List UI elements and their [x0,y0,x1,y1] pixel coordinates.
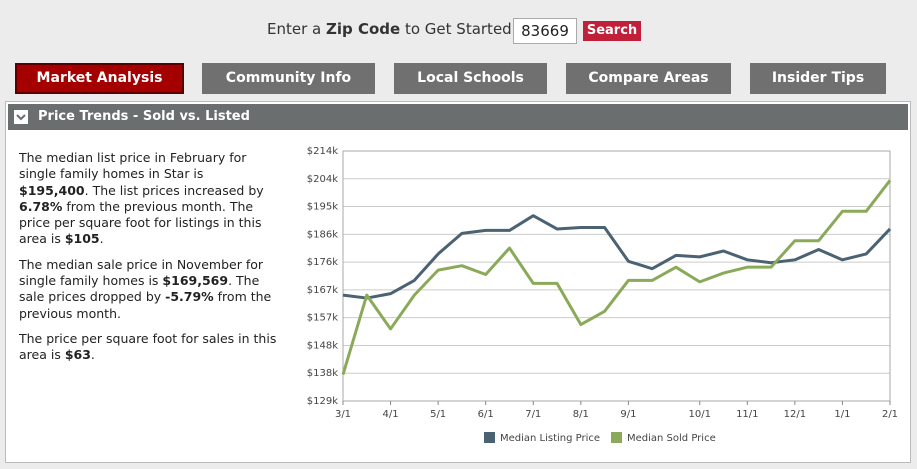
summary-text: $63 [64,347,91,363]
y-tick-label: $195k [307,202,338,213]
summary-text: $169,569 [162,273,229,289]
y-tick-label: $129k [307,396,338,407]
search-button[interactable]: Search [583,21,641,41]
summary-paragraph: The price per square foot for sales in t… [19,331,277,364]
summary-text: from the previous month. [19,289,272,321]
summary-text: 6.78% [19,198,63,214]
legend-label: Median Listing Price [500,433,600,444]
x-tick-label: 6/1 [478,409,494,420]
summary: The median list price in February for si… [19,150,277,373]
summary-text: . The sale prices dropped by [19,273,260,305]
y-tick-label: $157k [307,313,338,324]
y-tick-label: $186k [307,229,338,240]
y-tick-label: $176k [307,257,338,268]
tab[interactable]: Market Analysis [15,63,184,94]
panel-header: Price Trends - Sold vs. Listed [8,104,908,130]
legend-label: Median Sold Price [627,433,716,444]
x-tick-label: 12/1 [784,409,806,420]
tab[interactable]: Compare Areas [566,63,731,94]
series-line [342,214,892,300]
summary-text: . The list prices increased by [84,182,264,198]
x-tick-label: 9/1 [620,409,636,420]
y-tick-label: $214k [307,146,338,157]
summary-text: $105 [64,231,100,247]
y-tick-label: $204k [307,174,338,185]
x-tick-label: 4/1 [383,409,399,420]
legend-swatch [611,432,622,443]
chart: $129k $138k $148k $157k $167k $176k $186k $195k… [307,146,898,444]
summary-paragraph: The median list price in February for si… [19,150,277,248]
x-tick-label: 5/1 [430,409,446,420]
collapse-icon[interactable] [14,110,28,124]
x-tick-label: 1/1 [834,409,850,420]
summary-text: . [99,231,104,247]
y-tick-label: $138k [307,368,338,379]
y-tick-label: $148k [307,340,338,351]
summary-text: The median sale price in November for si… [19,256,264,289]
summary-text: The price per square foot for sales in t… [19,330,277,363]
prompt-text: Zip Code [326,20,401,38]
tab[interactable]: Insider Tips [750,63,886,94]
prompt-text: Enter a [267,20,326,38]
prompt-text: to Get Started [400,20,512,38]
summary-paragraph: The median sale price in November for si… [19,257,277,322]
summary-text: $195,400 [19,182,85,198]
tab[interactable]: Local Schools [394,63,547,94]
x-tick-label: 2/1 [882,409,898,420]
y-tick-label: $167k [307,285,338,296]
zip-prompt: Enter a Zip Code to Get Started [267,20,512,38]
x-tick-label: 11/1 [736,409,758,420]
legend-swatch [484,432,495,443]
summary-text: from the previous month. The price per s… [19,198,262,247]
zip-input[interactable]: 83669 [513,18,577,44]
x-tick-label: 7/1 [525,409,541,420]
summary-text: -5.79% [165,289,214,305]
panel: Price Trends - Sold vs. Listed The media… [5,101,911,463]
x-tick-label: 8/1 [573,409,589,420]
panel-title: Price Trends - Sold vs. Listed [38,109,250,124]
summary-text: . [90,347,95,363]
plot-border [342,150,891,402]
x-tick-label: 3/1 [335,409,351,420]
x-tick-label: 10/1 [689,409,711,420]
series-line [341,179,892,375]
tab[interactable]: Community Info [202,63,375,94]
summary-text: The median list price in February for si… [19,150,247,182]
